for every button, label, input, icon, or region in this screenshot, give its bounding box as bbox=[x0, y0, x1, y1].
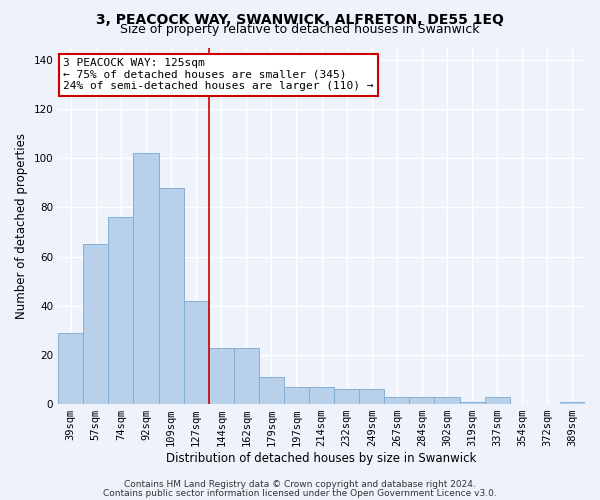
Bar bbox=[359, 390, 385, 404]
Bar bbox=[83, 244, 109, 404]
Text: Contains public sector information licensed under the Open Government Licence v3: Contains public sector information licen… bbox=[103, 488, 497, 498]
Bar bbox=[485, 396, 510, 404]
Bar bbox=[259, 377, 284, 404]
Bar bbox=[409, 396, 434, 404]
Y-axis label: Number of detached properties: Number of detached properties bbox=[15, 133, 28, 319]
Bar bbox=[209, 348, 234, 404]
Bar bbox=[109, 217, 133, 404]
Bar bbox=[334, 390, 359, 404]
Bar bbox=[385, 396, 409, 404]
Bar bbox=[58, 333, 83, 404]
Bar bbox=[184, 301, 209, 404]
Bar bbox=[560, 402, 585, 404]
Bar bbox=[158, 188, 184, 404]
Text: 3, PEACOCK WAY, SWANWICK, ALFRETON, DE55 1EQ: 3, PEACOCK WAY, SWANWICK, ALFRETON, DE55… bbox=[96, 12, 504, 26]
Text: Size of property relative to detached houses in Swanwick: Size of property relative to detached ho… bbox=[120, 24, 480, 36]
Text: Contains HM Land Registry data © Crown copyright and database right 2024.: Contains HM Land Registry data © Crown c… bbox=[124, 480, 476, 489]
Bar bbox=[460, 402, 485, 404]
Text: 3 PEACOCK WAY: 125sqm
← 75% of detached houses are smaller (345)
24% of semi-det: 3 PEACOCK WAY: 125sqm ← 75% of detached … bbox=[64, 58, 374, 92]
X-axis label: Distribution of detached houses by size in Swanwick: Distribution of detached houses by size … bbox=[166, 452, 477, 465]
Bar bbox=[234, 348, 259, 404]
Bar bbox=[434, 396, 460, 404]
Bar bbox=[309, 387, 334, 404]
Bar bbox=[284, 387, 309, 404]
Bar bbox=[133, 153, 158, 404]
